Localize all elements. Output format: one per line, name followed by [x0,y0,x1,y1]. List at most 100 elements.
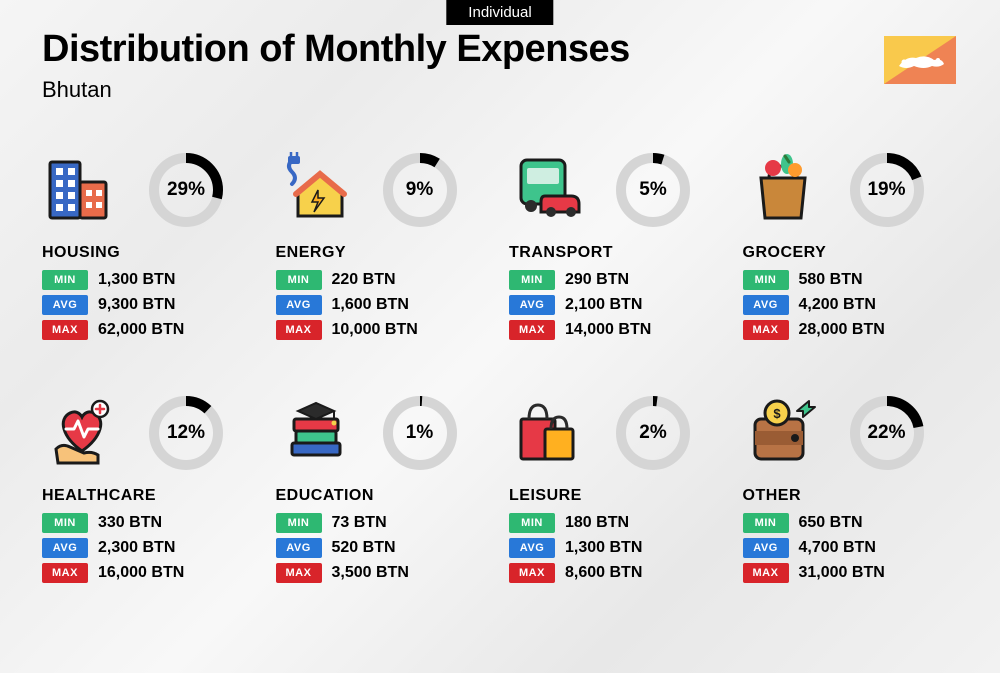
card-leisure: 2% LEISURE MIN 180 BTN AVG 1,300 BTN MAX… [509,393,725,588]
avg-other: 4,700 BTN [799,539,876,557]
badge-min: MIN [509,270,555,290]
flag-bhutan [884,36,956,84]
badge-min: MIN [743,270,789,290]
avg-education: 520 BTN [332,539,396,557]
header: Distribution of Monthly Expenses Bhutan [42,28,958,103]
min-energy: 220 BTN [332,271,396,289]
max-housing: 62,000 BTN [98,321,184,339]
avg-healthcare: 2,300 BTN [98,539,175,557]
categories-grid: 29% HOUSING MIN 1,300 BTN AVG 9,300 BTN … [42,150,958,588]
badge-avg: AVG [42,538,88,558]
pct-transport: 5% [613,150,693,230]
card-housing: 29% HOUSING MIN 1,300 BTN AVG 9,300 BTN … [42,150,258,345]
badge-min: MIN [276,513,322,533]
min-grocery: 580 BTN [799,271,863,289]
badge-avg: AVG [42,295,88,315]
badge-max: MAX [276,563,322,583]
donut-housing: 29% [146,150,226,230]
pct-education: 1% [380,393,460,473]
stats-housing: MIN 1,300 BTN AVG 9,300 BTN MAX 62,000 B… [42,270,258,340]
stats-leisure: MIN 180 BTN AVG 1,300 BTN MAX 8,600 BTN [509,513,725,583]
label-healthcare: HEALTHCARE [42,487,258,505]
transport-icon [509,150,589,230]
page-subtitle: Bhutan [42,77,958,103]
card-energy: 9% ENERGY MIN 220 BTN AVG 1,600 BTN MAX … [276,150,492,345]
badge-max: MAX [42,320,88,340]
stats-energy: MIN 220 BTN AVG 1,600 BTN MAX 10,000 BTN [276,270,492,340]
badge-min: MIN [42,513,88,533]
avg-transport: 2,100 BTN [565,296,642,314]
label-leisure: LEISURE [509,487,725,505]
avg-leisure: 1,300 BTN [565,539,642,557]
label-energy: ENERGY [276,244,492,262]
badge-avg: AVG [276,295,322,315]
avg-grocery: 4,200 BTN [799,296,876,314]
donut-healthcare: 12% [146,393,226,473]
badge-avg: AVG [276,538,322,558]
badge-min: MIN [276,270,322,290]
avg-energy: 1,600 BTN [332,296,409,314]
card-grocery: 19% GROCERY MIN 580 BTN AVG 4,200 BTN MA… [743,150,959,345]
badge-max: MAX [276,320,322,340]
max-healthcare: 16,000 BTN [98,564,184,582]
card-other: $ 22% OTHER MIN 650 BTN AVG 4,700 BTN MA… [743,393,959,588]
donut-other: 22% [847,393,927,473]
badge-avg: AVG [509,538,555,558]
donut-transport: 5% [613,150,693,230]
healthcare-icon [42,393,122,473]
stats-healthcare: MIN 330 BTN AVG 2,300 BTN MAX 16,000 BTN [42,513,258,583]
pct-grocery: 19% [847,150,927,230]
min-education: 73 BTN [332,514,387,532]
min-housing: 1,300 BTN [98,271,175,289]
badge-avg: AVG [509,295,555,315]
badge-avg: AVG [743,538,789,558]
max-other: 31,000 BTN [799,564,885,582]
min-transport: 290 BTN [565,271,629,289]
max-education: 3,500 BTN [332,564,409,582]
stats-transport: MIN 290 BTN AVG 2,100 BTN MAX 14,000 BTN [509,270,725,340]
housing-icon [42,150,122,230]
badge-min: MIN [42,270,88,290]
max-leisure: 8,600 BTN [565,564,642,582]
badge-min: MIN [509,513,555,533]
donut-education: 1% [380,393,460,473]
energy-icon [276,150,356,230]
svg-text:$: $ [773,406,781,421]
badge-max: MAX [509,320,555,340]
education-icon [276,393,356,473]
badge-min: MIN [743,513,789,533]
donut-leisure: 2% [613,393,693,473]
pct-energy: 9% [380,150,460,230]
badge-max: MAX [743,563,789,583]
donut-grocery: 19% [847,150,927,230]
badge-max: MAX [42,563,88,583]
label-transport: TRANSPORT [509,244,725,262]
min-healthcare: 330 BTN [98,514,162,532]
avg-housing: 9,300 BTN [98,296,175,314]
card-education: 1% EDUCATION MIN 73 BTN AVG 520 BTN MAX … [276,393,492,588]
card-transport: 5% TRANSPORT MIN 290 BTN AVG 2,100 BTN M… [509,150,725,345]
badge-avg: AVG [743,295,789,315]
stats-education: MIN 73 BTN AVG 520 BTN MAX 3,500 BTN [276,513,492,583]
min-leisure: 180 BTN [565,514,629,532]
other-icon: $ [743,393,823,473]
pct-other: 22% [847,393,927,473]
pct-healthcare: 12% [146,393,226,473]
leisure-icon [509,393,589,473]
stats-grocery: MIN 580 BTN AVG 4,200 BTN MAX 28,000 BTN [743,270,959,340]
pct-leisure: 2% [613,393,693,473]
label-housing: HOUSING [42,244,258,262]
max-grocery: 28,000 BTN [799,321,885,339]
badge-max: MAX [509,563,555,583]
card-healthcare: 12% HEALTHCARE MIN 330 BTN AVG 2,300 BTN… [42,393,258,588]
label-grocery: GROCERY [743,244,959,262]
top-tag: Individual [446,0,553,25]
stats-other: MIN 650 BTN AVG 4,700 BTN MAX 31,000 BTN [743,513,959,583]
badge-max: MAX [743,320,789,340]
pct-housing: 29% [146,150,226,230]
grocery-icon [743,150,823,230]
max-transport: 14,000 BTN [565,321,651,339]
page-title: Distribution of Monthly Expenses [42,28,958,71]
donut-energy: 9% [380,150,460,230]
label-other: OTHER [743,487,959,505]
